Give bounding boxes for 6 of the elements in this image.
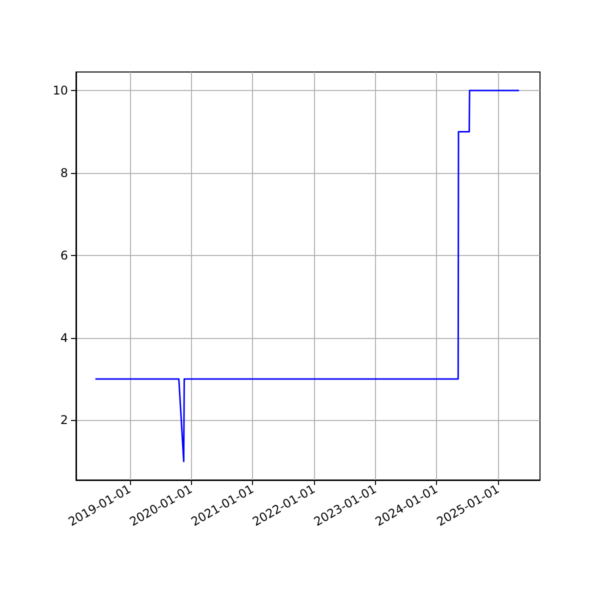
y-tick-label: 4 [60,330,68,345]
y-tick-label: 2 [60,413,68,428]
y-tick-label: 8 [60,166,68,180]
y-tick-label: 10 [52,84,68,98]
y-tick-label: 6 [60,248,68,262]
line-series [94,90,520,462]
